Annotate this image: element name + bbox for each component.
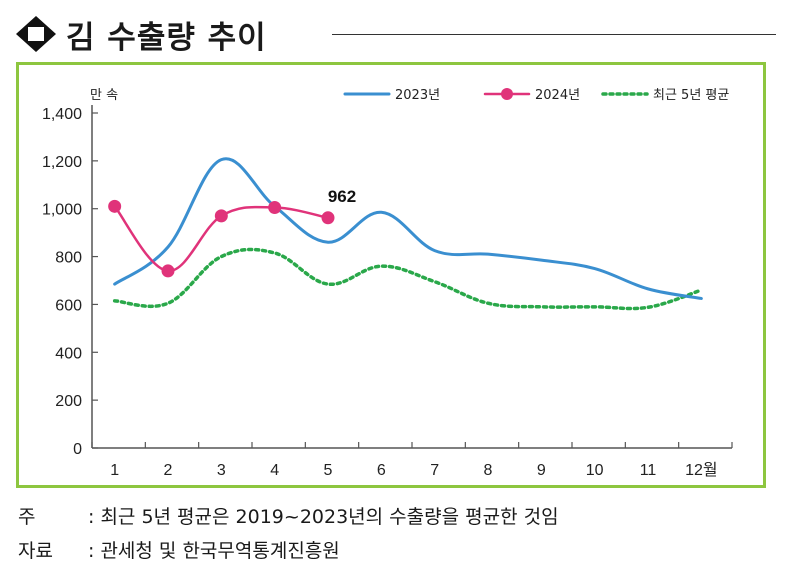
x-tick-label: 2 — [164, 462, 173, 479]
y-tick-label: 1,000 — [42, 202, 82, 219]
y-tick-label: 800 — [55, 250, 82, 267]
legend-label: 2024년 — [535, 88, 580, 103]
series-line-0 — [113, 157, 703, 300]
note-separator: : — [88, 506, 95, 528]
data-point — [321, 211, 335, 225]
note-row-basis: 주 : 최근 5년 평균은 2019~2023년의 수출량을 평균한 것임 — [18, 500, 559, 534]
data-label: 962 — [328, 187, 356, 206]
title-rule — [332, 34, 776, 35]
y-tick-label: 400 — [55, 345, 82, 362]
y-tick-label: 1,200 — [42, 154, 82, 171]
chart-frame: 0 200 400 600 800 1,000 1,200 1,400 1 2 3 4 5 6 7 8 9 10 1… — [16, 62, 766, 488]
x-tick-label: 8 — [484, 462, 493, 479]
series-line-1 — [113, 205, 330, 273]
note-separator: : — [88, 540, 95, 562]
y-tick-label: 0 — [73, 441, 82, 458]
note-row-source: 자료 : 관세청 및 한국무역통계진흥원 — [18, 534, 559, 568]
x-tick-label: 5 — [324, 462, 333, 479]
legend-label: 최근 5년 평균 — [653, 88, 729, 103]
line-chart: 0 200 400 600 800 1,000 1,200 1,400 1 2 3 4 5 6 7 8 9 10 1… — [42, 88, 733, 479]
x-tick-label: 1 — [110, 462, 119, 479]
data-point — [214, 209, 228, 223]
data-point — [268, 201, 282, 215]
x-tick-label: 6 — [377, 462, 386, 479]
legend-marker — [501, 88, 513, 100]
x-tick-label: 3 — [217, 462, 226, 479]
x-tick-label: 11 — [640, 462, 657, 479]
note-label: 주 — [18, 506, 36, 528]
y-tick-label: 1,400 — [42, 106, 82, 123]
x-tick-label: 9 — [537, 462, 546, 479]
diamond-bullet-icon — [16, 16, 56, 52]
legend-label: 2023년 — [395, 88, 440, 103]
x-tick-label: 10 — [586, 462, 604, 479]
note-text: 관세청 및 한국무역통계진흥원 — [100, 540, 340, 562]
x-tick-label: 7 — [430, 462, 439, 479]
data-point — [108, 199, 122, 213]
x-tick-label: 4 — [270, 462, 279, 479]
y-unit-label: 만 속 — [90, 88, 118, 103]
note-label: 자료 — [18, 540, 53, 562]
notes: 주 : 최근 5년 평균은 2019~2023년의 수출량을 평균한 것임 자료… — [18, 500, 559, 568]
x-tick-label: 12월 — [685, 461, 718, 479]
title-row: 김 수출량 추이 — [14, 8, 784, 58]
y-tick-label: 600 — [55, 297, 82, 314]
page-title: 김 수출량 추이 — [66, 20, 267, 56]
y-tick-label: 200 — [55, 393, 82, 410]
series-line-2 — [112, 247, 704, 311]
note-text: 최근 5년 평균은 2019~2023년의 수출량을 평균한 것임 — [100, 506, 559, 528]
data-point — [161, 264, 175, 278]
